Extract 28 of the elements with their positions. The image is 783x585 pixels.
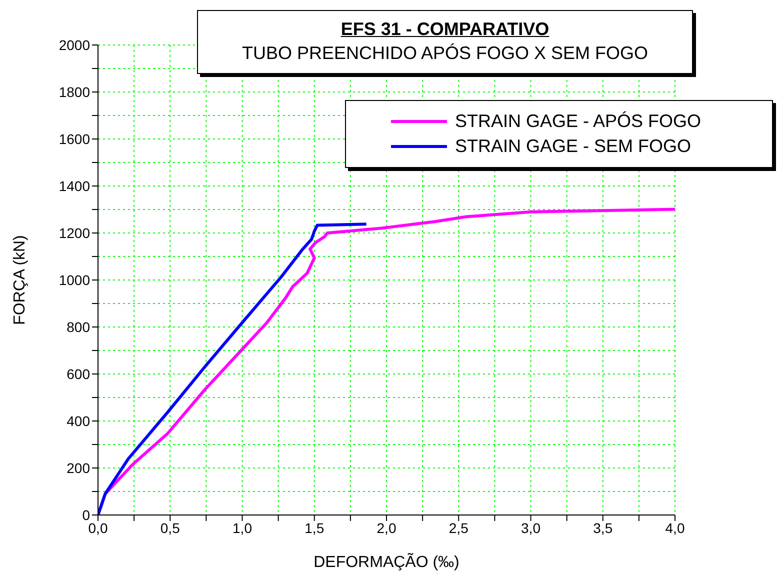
x-tick-label: 2,5 — [448, 520, 469, 536]
y-tick-label: 800 — [66, 318, 90, 335]
x-tick-label: 4,0 — [665, 520, 685, 536]
y-tick-label: 1200 — [58, 224, 90, 241]
x-tick-label: 2,0 — [376, 520, 396, 536]
chart-subtitle: TUBO PREENCHIDO APÓS FOGO X SEM FOGO — [240, 42, 650, 65]
x-tick-label: 3,0 — [521, 520, 541, 536]
y-tick-label: 1400 — [58, 178, 90, 194]
y-tick-label: 200 — [66, 460, 90, 476]
y-tick-label: 600 — [66, 366, 90, 382]
y-tick-label: 1000 — [58, 272, 90, 288]
x-tick-label: 1,5 — [304, 520, 324, 536]
legend-label: STRAIN GAGE - SEM FOGO — [455, 136, 692, 157]
y-tick-label: 2000 — [58, 36, 90, 53]
y-tick-label: 400 — [66, 412, 90, 429]
x-axis-title: DEFORMAÇÃO (‰) — [314, 552, 460, 571]
y-tick-label: 1800 — [58, 84, 90, 100]
x-tick-label: 0,0 — [88, 520, 108, 536]
chart-title: EFS 31 - COMPARATIVO — [340, 18, 550, 41]
x-tick-label: 3,5 — [593, 520, 613, 536]
title-box: EFS 31 - COMPARATIVO TUBO PREENCHIDO APÓS FOGO X SEM FOGO — [197, 10, 693, 74]
y-tick-label: 0 — [82, 506, 90, 523]
y-tick-label: 1600 — [58, 130, 90, 147]
x-tick-label: 0,5 — [160, 520, 180, 536]
legend-label: STRAIN GAGE - APÓS FOGO — [455, 111, 702, 132]
line-series — [98, 222, 368, 515]
y-axis-title: FORÇA (kN) — [12, 235, 29, 325]
x-tick-label: 1,0 — [232, 520, 252, 536]
